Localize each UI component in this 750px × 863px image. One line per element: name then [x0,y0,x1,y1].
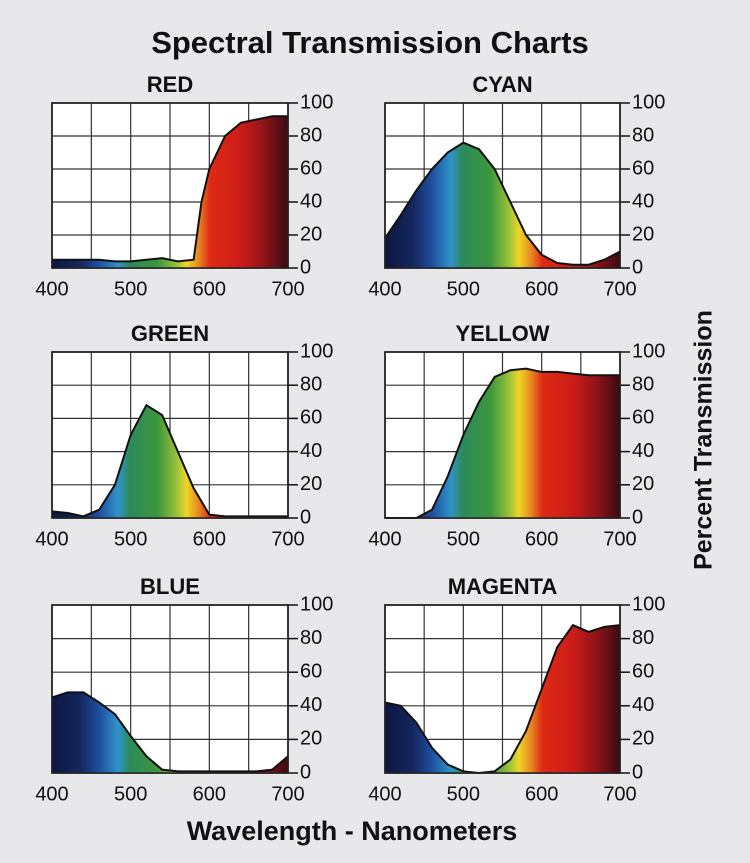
x-tick-label: 500 [447,528,480,550]
y-tick-label: 80 [632,124,654,146]
y-tick-label: 100 [632,91,665,113]
x-tick-label: 700 [603,783,636,805]
area-fill [52,405,288,518]
area-line [384,141,621,266]
y-tick-label: 40 [300,190,322,212]
y-tick-label: 100 [300,593,333,615]
y-tick-label: 60 [632,157,654,179]
x-tick-label: 500 [447,783,480,805]
area-line [384,623,621,775]
x-tick-label: 500 [114,278,147,300]
x-tick-label: 600 [193,783,226,805]
area-fill [52,692,288,773]
x-tick-label: 600 [525,528,558,550]
y-tick-label: 20 [632,473,654,495]
y-tick-label: 40 [300,440,322,462]
y-tick-label: 60 [632,407,654,429]
x-tick-label: 700 [271,278,304,300]
y-tick-label: 80 [632,627,654,649]
y-tick-label: 0 [632,761,643,783]
y-tick-label: 0 [632,506,643,528]
plot-border [384,102,621,269]
y-tick-label: 20 [632,223,654,245]
y-tick-label: 0 [300,506,311,528]
x-tick-label: 500 [114,528,147,550]
y-tick-label: 80 [300,373,322,395]
x-tick-label: 500 [114,783,147,805]
y-tick-label: 40 [632,440,654,462]
x-tick-label: 400 [35,278,68,300]
y-tick-label: 60 [300,660,322,682]
x-tick-label: 600 [193,278,226,300]
x-tick-label: 700 [271,783,304,805]
subplot-title: MAGENTA [448,574,558,599]
plot-border [51,102,289,269]
x-tick-label: 700 [271,528,304,550]
area-fill [385,368,620,518]
x-tick-label: 600 [525,278,558,300]
subplot-title: RED [147,72,193,97]
y-tick-label: 40 [300,694,322,716]
x-axis-label: Wavelength - Nanometers [187,816,518,846]
y-tick-label: 80 [300,124,322,146]
x-tick-label: 400 [35,783,68,805]
y-tick-label: 0 [300,256,311,278]
area-line [52,115,288,263]
area-fill [385,625,620,773]
x-tick-label: 700 [603,278,636,300]
y-tick-label: 60 [632,660,654,682]
y-tick-label: 20 [300,223,322,245]
plot-border [384,604,621,774]
y-tick-label: 80 [632,373,654,395]
y-tick-label: 60 [300,407,322,429]
y-tick-label: 100 [300,340,333,362]
area-line [51,403,288,518]
x-tick-label: 400 [368,783,401,805]
x-tick-label: 400 [368,278,401,300]
subplot-title: BLUE [140,574,200,599]
y-tick-label: 40 [632,694,654,716]
y-tick-label: 20 [632,728,654,750]
x-tick-label: 700 [603,528,636,550]
area-fill [385,142,620,268]
y-tick-label: 100 [300,91,333,113]
plot-border [51,604,289,774]
x-tick-label: 600 [525,783,558,805]
subplot-title: YELLOW [455,321,549,346]
x-tick-label: 500 [447,278,480,300]
y-tick-label: 100 [632,340,665,362]
y-tick-label: 60 [300,157,322,179]
y-tick-label: 20 [300,473,322,495]
area-line [51,691,289,773]
y-tick-label: 40 [632,190,654,212]
x-tick-label: 600 [193,528,226,550]
subplot-title: GREEN [131,321,209,346]
page-title: Spectral Transmission Charts [151,25,589,60]
y-tick-label: 0 [300,761,311,783]
plot-border [51,351,289,519]
y-tick-label: 100 [632,593,665,615]
y-tick-label: 0 [632,256,643,278]
x-tick-label: 400 [368,528,401,550]
plot-border [384,351,621,519]
y-tick-label: 20 [300,728,322,750]
area-line [385,367,620,519]
y-tick-label: 80 [300,627,322,649]
area-fill [52,116,288,268]
y-axis-label: Percent Transmission [690,310,718,570]
x-tick-label: 400 [35,528,68,550]
subplot-title: CYAN [472,72,532,97]
